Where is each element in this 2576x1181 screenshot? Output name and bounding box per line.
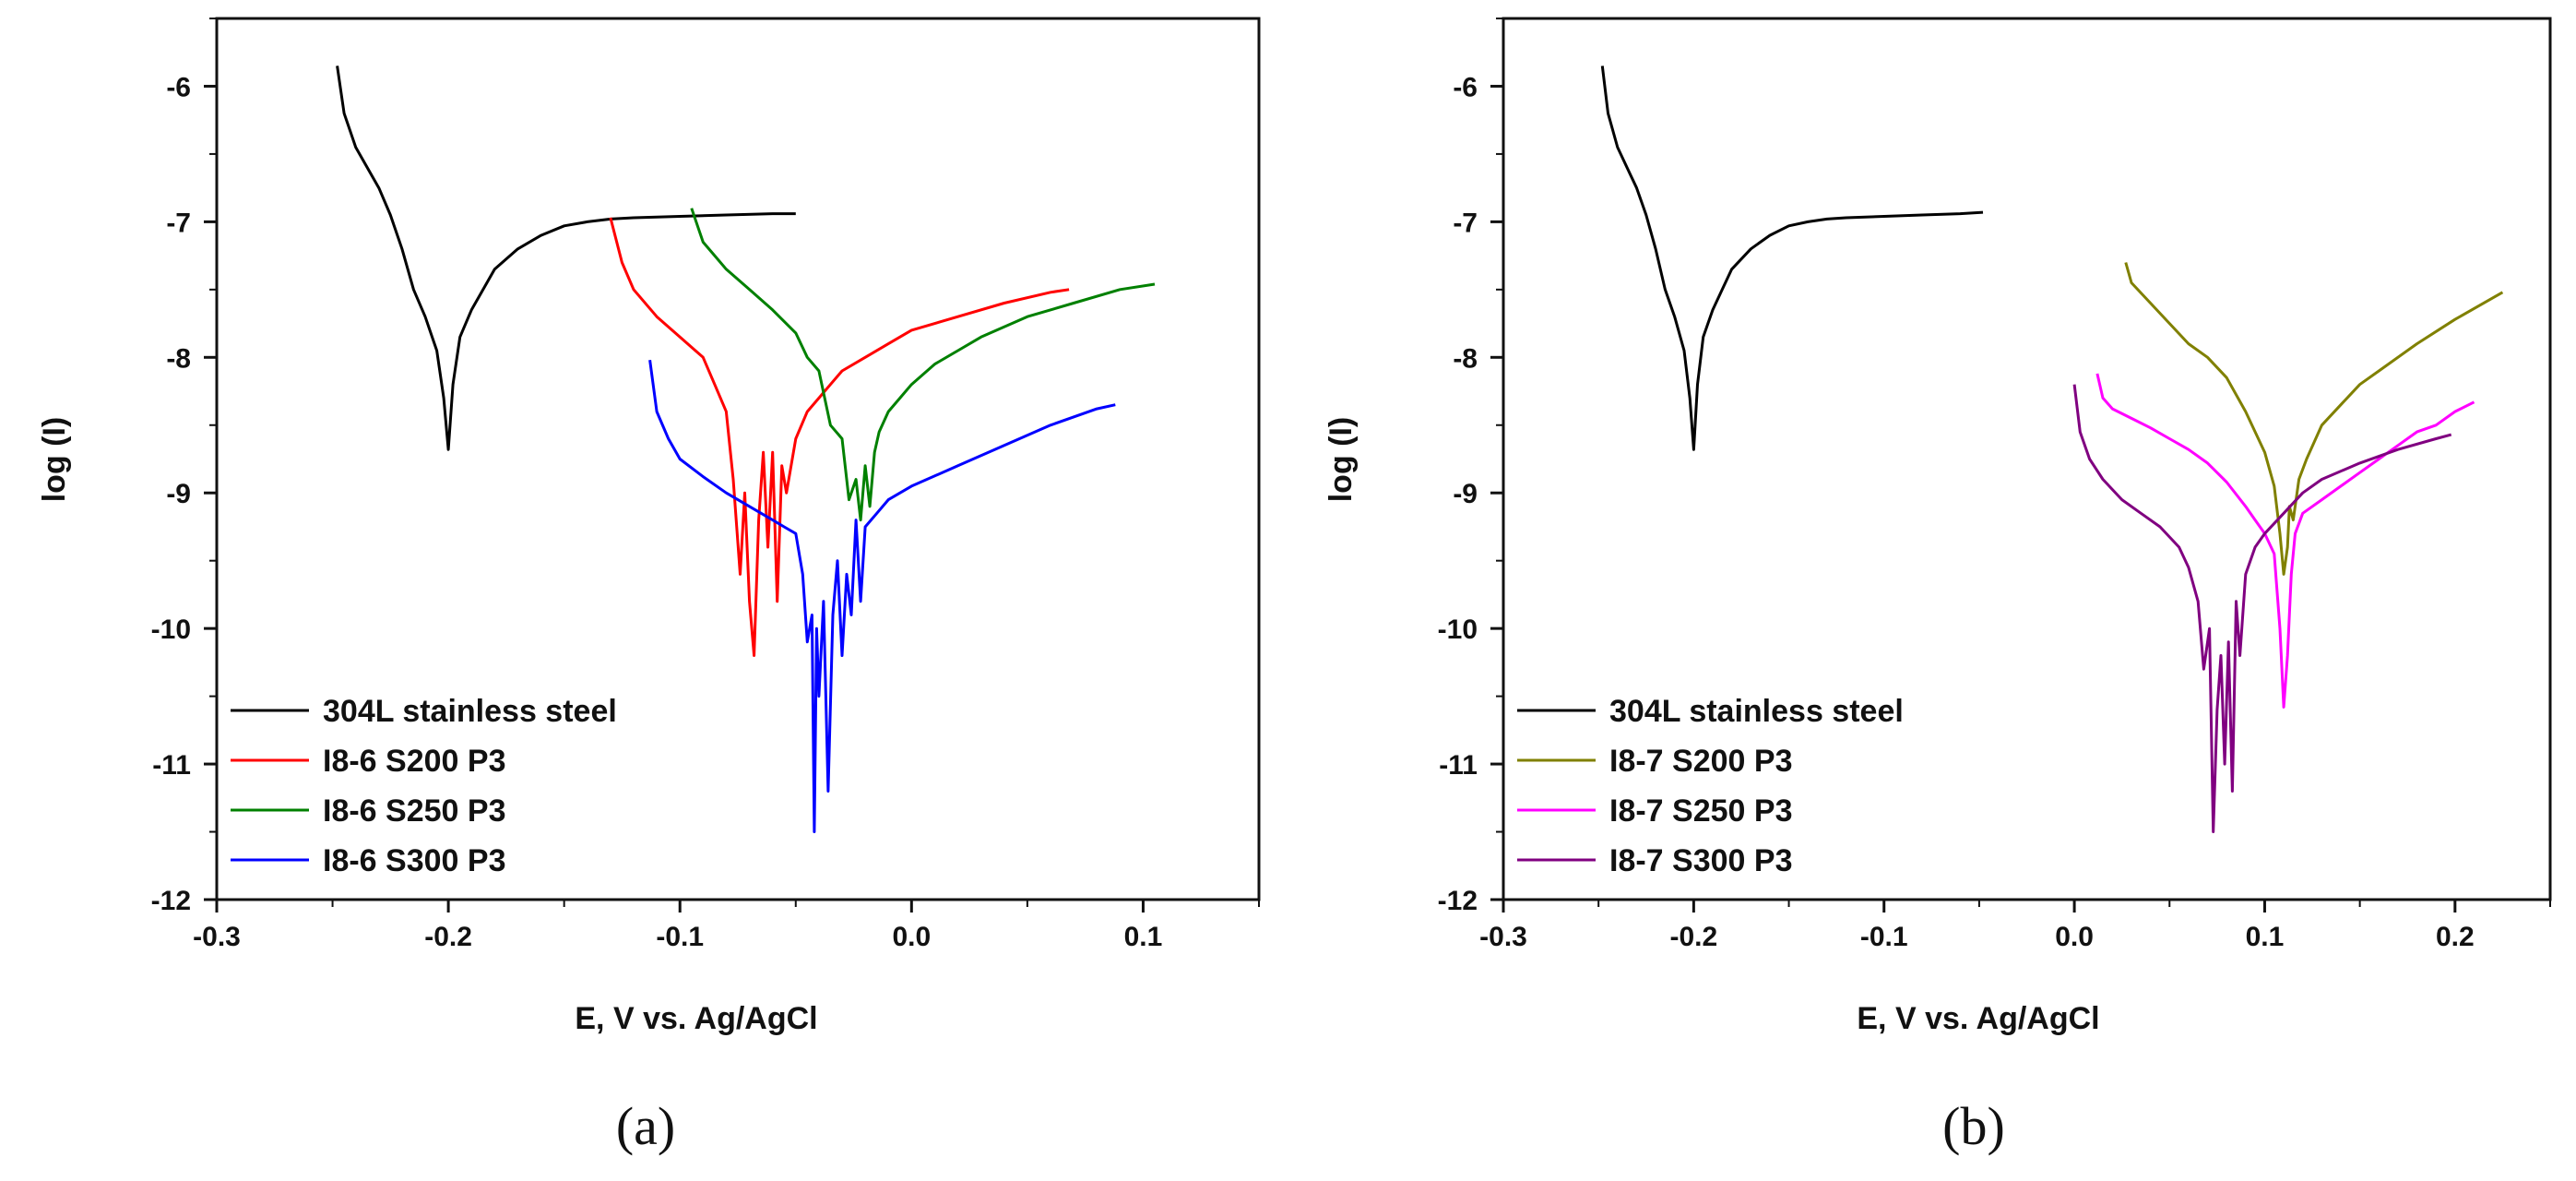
y-tick-label: -11 xyxy=(152,750,191,781)
x-axis-label-b: E, V vs. Ag/AgCl xyxy=(1857,1001,2099,1036)
legend-label: I8-7 S300 P3 xyxy=(1609,843,1792,878)
y-axis-label-a: log (I) xyxy=(37,417,72,503)
series-line-1 xyxy=(336,66,796,451)
x-tick-label: -0.1 xyxy=(1860,922,1908,952)
x-tick-label: -0.2 xyxy=(424,922,472,952)
series-line-2 xyxy=(609,217,1070,657)
caption-a: (a) xyxy=(616,1096,675,1156)
legend-label: 304L stainless steel xyxy=(323,694,617,729)
x-tick-label: -0.2 xyxy=(1670,922,1718,952)
series-line-1 xyxy=(1600,66,1984,451)
x-tick-label: 0.1 xyxy=(1124,922,1163,952)
x-tick-label: -0.3 xyxy=(1479,922,1527,952)
y-ticks-b: -12 -11 -10 -9 -8 -7 -6 xyxy=(1438,18,1503,916)
x-ticks-b: -0.3 -0.2 -0.1 0.0 0.1 0.2 xyxy=(1479,900,2551,952)
series-line-4 xyxy=(2072,384,2452,833)
series-line-2 xyxy=(2124,262,2504,576)
legend-label: I8-6 S200 P3 xyxy=(323,744,505,779)
series-line-4 xyxy=(648,360,1116,833)
legend-label: 304L stainless steel xyxy=(1609,694,1904,729)
y-tick-label: -6 xyxy=(166,72,191,102)
y-tick-label: -8 xyxy=(1453,343,1478,374)
plot-frame-b xyxy=(1502,17,2552,901)
y-tick-label: -7 xyxy=(166,208,191,238)
y-tick-label: -12 xyxy=(151,886,191,916)
plot-frame-a xyxy=(215,17,1261,901)
y-tick-label: -7 xyxy=(1453,208,1478,238)
x-tick-label: -0.3 xyxy=(193,922,241,952)
y-tick-label: -10 xyxy=(1438,614,1478,645)
series-group-a xyxy=(336,66,1156,833)
legend-label: I8-7 S200 P3 xyxy=(1609,744,1792,779)
series-group-b xyxy=(1600,66,2504,833)
x-tick-label: -0.1 xyxy=(656,922,704,952)
series-line-3 xyxy=(2095,373,2475,709)
x-tick-label: 0.1 xyxy=(2246,922,2285,952)
x-axis-label-a: E, V vs. Ag/AgCl xyxy=(575,1001,817,1036)
y-axis-label-b: log (I) xyxy=(1324,417,1359,503)
caption-b: (b) xyxy=(1942,1096,2005,1156)
y-tick-label: -6 xyxy=(1453,72,1478,102)
x-ticks-a: -0.3 -0.2 -0.1 0.0 0.1 xyxy=(193,900,1260,952)
y-tick-label: -11 xyxy=(1439,750,1478,781)
x-tick-label: 0.2 xyxy=(2436,922,2475,952)
y-ticks-a: -12 -11 -10 -9 -8 -7 -6 xyxy=(151,18,217,916)
legend-b: 304L stainless steel I8-7 S200 P3 I8-7 S25… xyxy=(1517,694,1904,878)
y-tick-label: -12 xyxy=(1438,886,1478,916)
x-tick-label: 0.0 xyxy=(892,922,931,952)
chart-a: -0.3 -0.2 -0.1 0.0 0.1 -12 -11 -10 -9 -8 -7 -6 304… xyxy=(37,17,1261,1156)
y-tick-label: -10 xyxy=(151,614,191,645)
legend-label: I8-7 S250 P3 xyxy=(1609,793,1792,829)
series-line-3 xyxy=(690,208,1156,522)
y-tick-label: -9 xyxy=(166,479,191,509)
y-tick-label: -9 xyxy=(1453,479,1478,509)
y-tick-label: -8 xyxy=(166,343,191,374)
legend-label: I8-6 S250 P3 xyxy=(323,793,505,829)
chart-b: -0.3 -0.2 -0.1 0.0 0.1 0.2 -12-11-10-9-8-7-6 … xyxy=(1324,17,2552,1156)
x-tick-label: 0.0 xyxy=(2055,922,2094,952)
legend-label: I8-6 S300 P3 xyxy=(323,843,505,878)
legend-a: 304L stainless steel I8-6 S200 P3 I8-6 S25… xyxy=(231,694,617,878)
